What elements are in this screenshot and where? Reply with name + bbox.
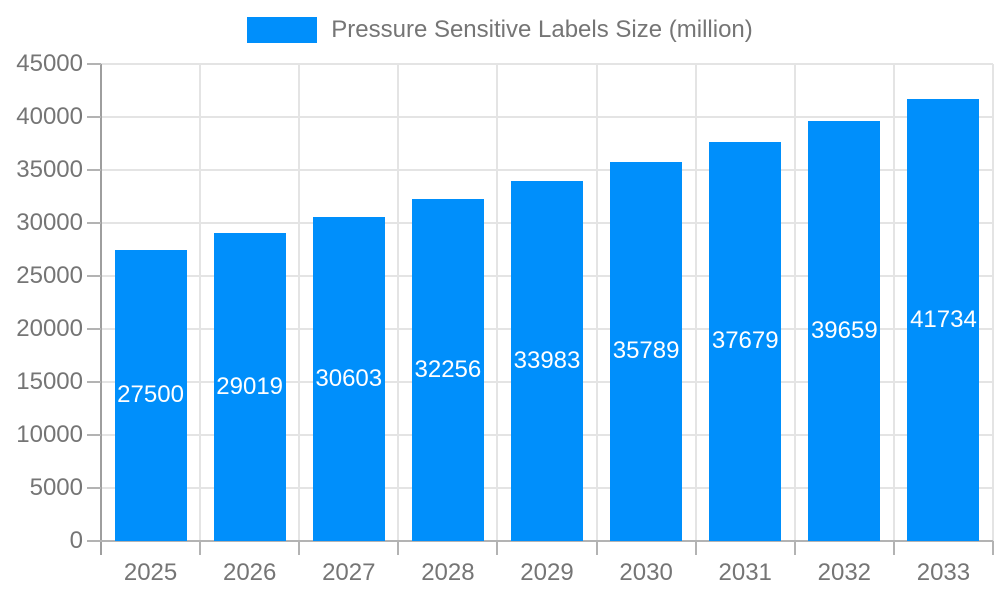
bar[interactable]: 37679 [709,141,782,541]
y-tick-label: 45000 [16,50,83,77]
y-axis-tick [87,328,101,330]
x-tick-label: 2025 [123,559,178,586]
v-gridline [496,64,499,541]
plot-area: 27500 29019 30603 32256 33983 35789 37679 39659… [87,63,994,555]
x-tick-label: 2031 [718,559,772,586]
h-gridline [101,63,993,65]
y-tick-label: 15000 [16,368,83,395]
v-gridline [595,64,598,541]
y-tick-label: 25000 [16,262,83,289]
x-axis-tick [199,541,202,555]
v-gridline [298,64,301,541]
bar[interactable]: 29019 [213,233,286,541]
bar[interactable]: 30603 [312,216,385,541]
x-axis-tick [595,541,598,555]
bar[interactable]: 32256 [411,199,484,541]
bar[interactable]: 27500 [114,249,187,541]
y-axis-line [100,64,102,555]
x-axis-tick [298,541,301,555]
legend-swatch [247,17,318,43]
y-tick-label: 0 [69,527,83,554]
x-tick-label: 2028 [421,559,475,586]
x-axis-tick [793,541,796,555]
bar-value-label: 33983 [513,346,581,374]
v-gridline [397,64,400,541]
bar-value-label: 35789 [612,337,680,365]
bar[interactable]: 33983 [511,180,583,541]
y-axis-tick [87,116,101,118]
x-tick-label: 2027 [322,559,376,586]
bar[interactable]: 39659 [808,120,881,541]
bar-value-label: 27500 [117,381,184,409]
v-gridline [992,64,994,541]
h-gridline [101,116,993,118]
x-tick-label: 2026 [222,559,277,586]
x-axis-tick [496,541,499,555]
bar-value-label: 39659 [810,316,878,344]
bar-value-label: 41734 [910,305,977,333]
v-gridline [199,64,202,541]
x-axis-tick [892,541,895,555]
bar-value-label: 29019 [216,373,284,401]
x-axis-tick [694,541,697,555]
y-axis-tick [87,275,101,277]
y-tick-label: 40000 [16,103,83,130]
y-tick-label: 5000 [29,474,83,501]
y-axis-tick [87,434,101,436]
y-tick-label: 20000 [16,315,83,342]
bar[interactable]: 41734 [907,98,980,541]
y-axis-tick [87,169,101,171]
bar-value-label: 32256 [414,356,482,384]
chart-legend: Pressure Sensitive Labels Size (million) [0,15,1000,45]
y-axis-tick [87,487,101,489]
legend-label: Pressure Sensitive Labels Size (million) [331,16,753,43]
y-axis-tick [87,381,101,383]
x-tick-label: 2030 [619,559,673,586]
bar[interactable]: 35789 [610,161,683,541]
x-tick-label: 2032 [817,559,872,586]
x-tick-label: 2029 [520,559,574,586]
y-axis-tick [87,222,101,224]
v-gridline [694,64,697,541]
h-gridline [101,169,993,171]
legend-item[interactable]: Pressure Sensitive Labels Size (million) [247,15,753,45]
x-tick-label: 2033 [916,559,971,586]
x-axis-tick [992,541,994,555]
x-axis-line [87,540,993,542]
bar-value-label: 30603 [315,364,383,392]
v-gridline [793,64,796,541]
v-gridline [892,64,895,541]
x-axis-tick [397,541,400,555]
y-axis-tick [87,63,101,65]
y-tick-label: 35000 [16,156,83,183]
y-tick-label: 30000 [16,209,83,236]
y-tick-label: 10000 [16,421,83,448]
bar-value-label: 37679 [711,327,779,355]
